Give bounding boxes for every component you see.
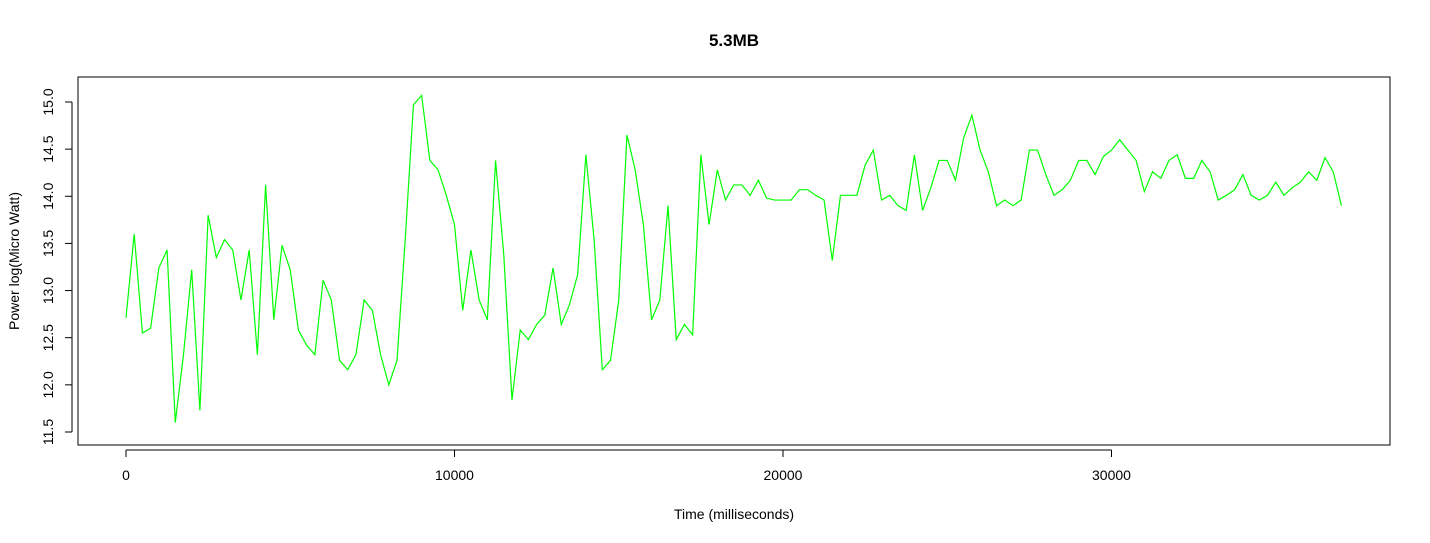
x-tick-label: 30000 bbox=[1092, 467, 1131, 483]
x-tick-label: 0 bbox=[122, 467, 130, 483]
y-tick-label: 15.0 bbox=[40, 88, 56, 115]
y-axis-label: Power log(Micro Watt) bbox=[6, 192, 22, 330]
y-tick-label: 12.5 bbox=[40, 324, 56, 351]
chart-title: 5.3MB bbox=[709, 31, 759, 50]
y-tick-label: 14.0 bbox=[40, 182, 56, 209]
y-tick-label: 14.5 bbox=[40, 135, 56, 162]
data-line bbox=[125, 93, 1343, 423]
plot-box bbox=[77, 76, 1391, 446]
x-tick-label: 10000 bbox=[435, 467, 474, 483]
y-tick-label: 12.0 bbox=[40, 371, 56, 398]
x-axis-label: Time (milliseconds) bbox=[674, 506, 794, 522]
y-tick-label: 13.5 bbox=[40, 230, 56, 257]
x-tick-label: 20000 bbox=[764, 467, 803, 483]
y-tick-label: 13.0 bbox=[40, 277, 56, 304]
y-tick-label: 11.5 bbox=[40, 419, 56, 445]
